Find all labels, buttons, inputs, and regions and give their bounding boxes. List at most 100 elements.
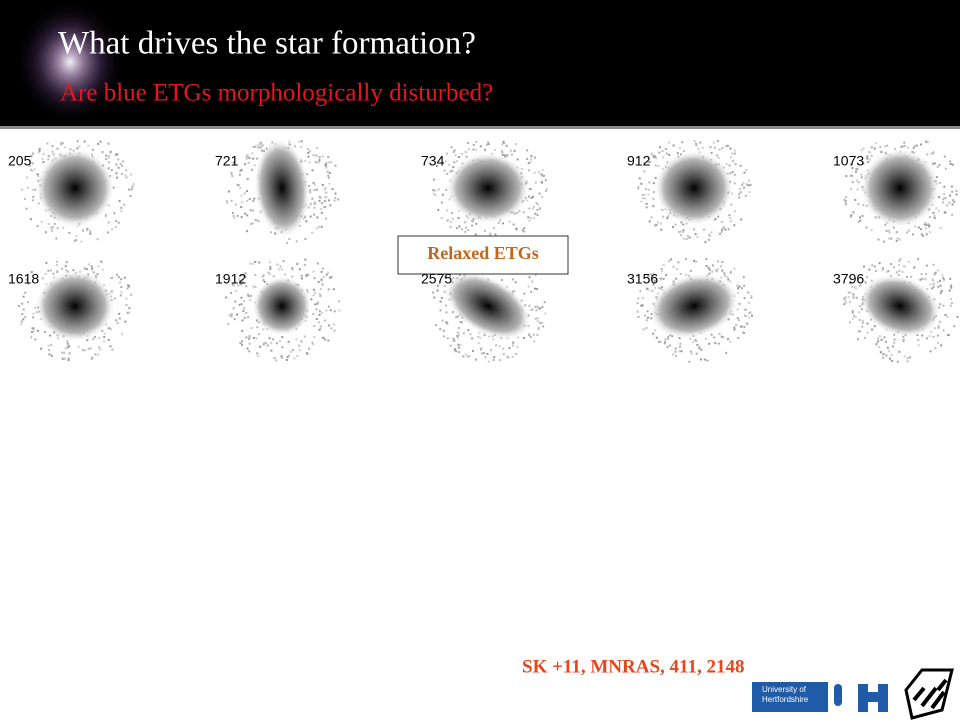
noise-pixel [324,186,327,189]
noise-pixel [21,313,24,316]
noise-pixel [108,327,111,330]
noise-pixel [709,146,712,149]
noise-pixel [747,184,750,187]
noise-pixel [298,349,301,352]
noise-pixel [859,284,862,287]
noise-pixel [41,158,44,161]
noise-pixel [61,357,64,360]
noise-pixel [92,338,95,341]
noise-pixel [942,277,945,279]
noise-pixel [672,353,674,356]
noise-pixel [528,276,531,279]
noise-pixel [314,160,317,163]
noise-pixel [269,265,272,268]
noise-pixel [111,348,114,351]
noise-pixel [875,342,878,345]
noise-pixel [844,199,847,202]
noise-pixel [843,298,846,301]
noise-pixel [66,346,69,349]
noise-pixel [529,188,532,190]
noise-pixel [750,296,753,299]
noise-pixel [716,140,719,143]
noise-pixel [487,360,490,363]
noise-pixel [323,200,326,203]
noise-pixel [479,348,482,351]
noise-pixel [936,166,939,168]
noise-pixel [655,224,658,226]
noise-pixel [471,224,474,227]
noise-pixel [457,336,459,339]
noise-pixel [42,161,45,164]
noise-pixel [652,155,655,158]
noise-pixel [333,199,336,202]
noise-pixel [329,161,332,164]
noise-pixel [643,162,646,165]
noise-pixel [860,149,863,152]
noise-pixel [502,222,504,225]
noise-pixel [464,353,467,356]
noise-pixel [300,145,303,148]
noise-pixel [77,345,80,348]
noise-pixel [728,214,731,217]
noise-pixel [456,335,459,337]
noise-pixel [254,219,257,221]
noise-pixel [707,267,710,269]
noise-pixel [848,282,851,285]
noise-pixel [638,177,641,180]
noise-pixel [852,211,855,214]
noise-pixel [511,355,514,358]
noise-pixel [24,316,27,318]
noise-pixel [62,142,65,145]
noise-pixel [636,302,639,305]
noise-pixel [239,187,242,189]
noise-pixel [315,227,318,230]
noise-pixel [116,176,119,179]
noise-pixel [666,217,669,220]
noise-pixel [105,154,108,157]
noise-pixel [327,155,330,158]
noise-pixel [318,310,321,313]
galaxy-id: 721 [215,153,239,169]
noise-pixel [693,140,696,143]
noise-pixel [275,342,278,345]
noise-pixel [318,199,321,202]
noise-pixel [31,162,34,165]
noise-pixel [858,319,861,321]
noise-pixel [866,331,869,334]
noise-pixel [641,193,644,196]
noise-pixel [30,336,33,339]
noise-pixel [247,293,250,296]
noise-pixel [849,188,852,190]
noise-pixel [929,350,932,353]
noise-pixel [280,355,283,358]
noise-pixel [439,309,442,312]
galaxy-id: 912 [627,153,651,169]
noise-pixel [536,288,539,290]
noise-pixel [926,141,929,144]
noise-pixel [540,173,543,176]
galaxy-id: 3156 [627,271,658,287]
noise-pixel [323,206,326,209]
noise-pixel [641,197,644,200]
noise-pixel [515,352,518,355]
noise-pixel [688,360,691,363]
noise-pixel [308,161,311,164]
noise-pixel [697,147,700,150]
noise-pixel [116,322,119,325]
noise-pixel [903,355,906,358]
noise-pixel [682,229,685,232]
noise-pixel [510,153,513,156]
noise-pixel [113,212,116,215]
noise-pixel [683,150,686,152]
noise-pixel [259,141,262,144]
noise-pixel [318,156,321,159]
noise-pixel [850,174,853,177]
noise-pixel [91,267,94,270]
noise-pixel [254,145,257,148]
noise-pixel [487,141,489,144]
noise-pixel [125,169,128,172]
noise-pixel [943,185,946,188]
noise-pixel [90,358,93,361]
noise-pixel [924,221,927,224]
noise-pixel [47,155,50,158]
